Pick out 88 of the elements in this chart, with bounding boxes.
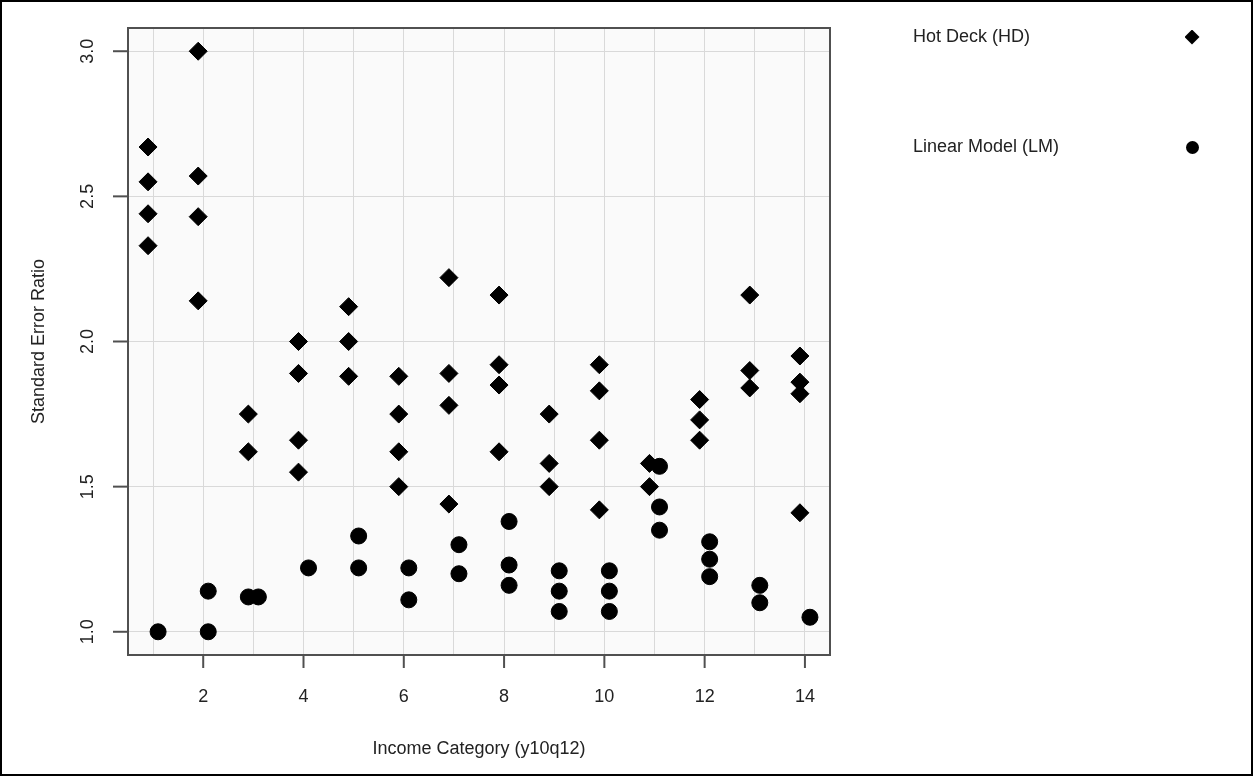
point <box>550 602 568 620</box>
point <box>350 559 368 577</box>
x-tick-label: 6 <box>398 685 409 706</box>
x-tick-label: 8 <box>499 685 510 706</box>
point <box>288 363 308 383</box>
point <box>389 442 409 462</box>
text: Hot Deck (HD) <box>913 25 1031 46</box>
y-tick-label: 3.0 <box>76 38 97 64</box>
point <box>288 332 308 351</box>
point <box>740 378 760 398</box>
point <box>199 582 217 600</box>
point <box>188 166 208 186</box>
point <box>400 591 418 609</box>
text: Linear Model (LM) <box>913 135 1060 156</box>
point <box>500 576 518 594</box>
point <box>149 623 167 641</box>
point <box>138 172 158 192</box>
point <box>790 346 810 366</box>
point <box>439 395 459 415</box>
x-tick-label: 14 <box>794 685 815 706</box>
point <box>199 623 217 641</box>
point <box>589 430 609 450</box>
point <box>288 462 308 482</box>
point <box>701 568 719 586</box>
x-tick-label: 10 <box>594 685 615 706</box>
point <box>339 297 359 317</box>
point <box>690 410 710 430</box>
point <box>450 536 468 554</box>
point <box>238 404 258 424</box>
point <box>188 41 208 61</box>
y-tick-label: 2.0 <box>76 328 97 355</box>
point <box>450 565 468 583</box>
point <box>550 582 568 600</box>
point <box>489 285 509 305</box>
point <box>238 442 258 462</box>
point <box>539 477 559 497</box>
point <box>651 521 669 539</box>
point <box>589 355 609 375</box>
x-tick-label: 4 <box>298 685 309 706</box>
point <box>701 550 719 568</box>
point <box>288 430 308 450</box>
point <box>639 477 659 497</box>
point <box>389 477 409 497</box>
point <box>439 494 459 514</box>
point <box>500 556 518 574</box>
point <box>600 602 618 620</box>
point <box>138 137 158 157</box>
point <box>500 512 518 530</box>
point <box>651 498 669 516</box>
point <box>539 404 559 424</box>
point <box>489 442 509 462</box>
y-tick-label: 1.0 <box>76 619 97 645</box>
y-tick-label: 2.5 <box>76 183 97 209</box>
point <box>350 527 368 545</box>
point <box>790 503 810 523</box>
point <box>690 390 710 410</box>
point <box>439 268 459 288</box>
point <box>740 285 760 305</box>
point <box>439 363 459 383</box>
point <box>751 576 769 594</box>
point <box>188 207 208 227</box>
y-axis-title: Standard Error Ratio <box>27 258 48 425</box>
point <box>600 562 618 580</box>
point <box>188 291 208 311</box>
point <box>389 366 409 386</box>
point <box>589 500 609 520</box>
point <box>339 332 359 351</box>
y-tick-label: 1.5 <box>76 474 97 500</box>
point <box>138 204 158 224</box>
point <box>690 430 710 450</box>
x-axis-title: Income Category (y10q12) <box>372 737 586 758</box>
point <box>539 453 559 473</box>
point <box>751 594 769 612</box>
point <box>740 361 760 381</box>
point <box>550 562 568 580</box>
point <box>138 236 158 256</box>
point <box>701 533 719 551</box>
point <box>389 404 409 424</box>
x-tick-label: 2 <box>198 685 209 706</box>
point <box>400 559 418 577</box>
point <box>489 355 509 375</box>
point <box>589 381 609 401</box>
point <box>801 608 819 626</box>
point <box>300 559 318 577</box>
x-tick-label: 12 <box>694 685 715 706</box>
point <box>600 582 618 600</box>
point <box>339 366 359 386</box>
point <box>489 375 509 395</box>
